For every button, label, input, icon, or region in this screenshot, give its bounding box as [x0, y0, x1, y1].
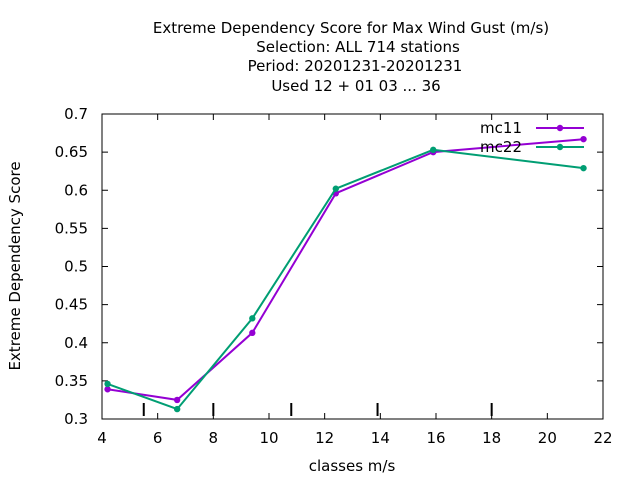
y-axis-label: Extreme Dependency Score [6, 161, 24, 370]
data-point-mc22 [580, 164, 587, 172]
data-point-mc11 [249, 329, 256, 337]
plot-frame [101, 113, 604, 420]
legend-label: mc11 [480, 119, 522, 137]
legend-marker [556, 143, 564, 151]
title-line-2: Selection: ALL 714 stations [256, 38, 460, 56]
series-mc22 [104, 146, 587, 413]
x-tick-label: 12 [315, 429, 334, 447]
y-tick-label: 0.7 [64, 105, 88, 123]
legend-label: mc22 [480, 138, 522, 156]
x-tick-label: 16 [426, 429, 445, 447]
series-line-mc22 [107, 148, 584, 411]
y-tick-label: 0.45 [55, 296, 88, 314]
x-tick-label: 8 [209, 429, 219, 447]
data-point-mc22 [173, 405, 181, 413]
data-point-mc22 [249, 315, 256, 322]
x-tick-label: 6 [153, 429, 163, 447]
class-markers [142, 403, 493, 416]
x-tick-label: 10 [259, 429, 278, 447]
series-mc11 [104, 135, 587, 404]
data-point-mc11 [580, 135, 587, 143]
data-point-mc11 [173, 396, 181, 404]
y-tick-label: 0.4 [64, 334, 88, 352]
x-tick-label: 14 [371, 429, 390, 447]
x-tick-label: 4 [97, 429, 107, 447]
data-point-mc22 [104, 380, 111, 388]
x-tick-label: 22 [593, 429, 612, 447]
y-tick-label: 0.5 [64, 258, 88, 276]
x-tick-label: 20 [538, 429, 557, 447]
data-point-mc11 [104, 386, 111, 393]
data-point-mc22 [430, 146, 437, 154]
series-line-mc11 [107, 138, 584, 401]
title-line-4: Used 12 + 01 03 ... 36 [271, 77, 440, 95]
title-line-1: Extreme Dependency Score for Max Wind Gu… [153, 19, 549, 37]
y-axis: 0.3 0.35 0.4 0.45 0.5 0.55 0.6 0.65 0.7 [55, 105, 603, 428]
y-tick-label: 0.65 [55, 143, 88, 161]
series-layer [104, 135, 587, 413]
title-line-3: Period: 20201231-20201231 [248, 57, 463, 75]
y-tick-label: 0.55 [55, 219, 88, 237]
y-tick-label: 0.3 [64, 410, 88, 428]
chart-title: Extreme Dependency Score for Max Wind Gu… [153, 19, 549, 95]
x-axis: 4 6 8 10 12 14 16 18 20 22 [97, 114, 613, 447]
y-tick-label: 0.6 [64, 181, 88, 199]
legend-marker [556, 124, 564, 132]
x-tick-label: 18 [482, 429, 501, 447]
x-axis-label: classes m/s [309, 457, 396, 475]
data-point-mc22 [332, 185, 339, 192]
y-tick-label: 0.35 [55, 372, 88, 390]
